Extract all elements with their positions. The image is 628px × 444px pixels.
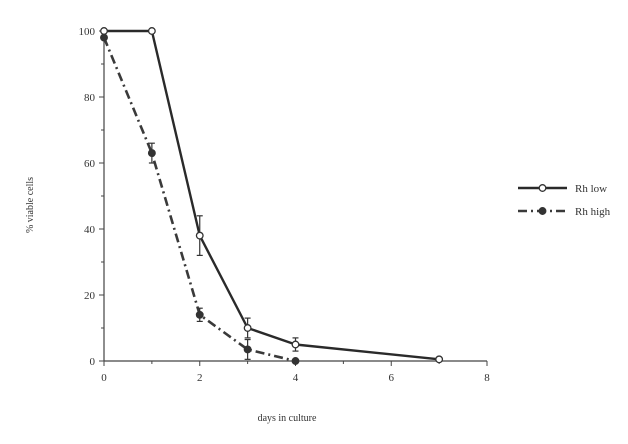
x-tick-label: 2 — [197, 372, 203, 384]
data-point — [100, 33, 108, 42]
x-tick-label: 0 — [101, 372, 107, 384]
data-point — [147, 149, 156, 158]
y-tick-label: 20 — [84, 290, 96, 302]
legend-label: Rh high — [575, 206, 611, 218]
y-tick-label: 80 — [84, 92, 96, 104]
axes — [103, 31, 487, 362]
legend-marker — [538, 184, 547, 192]
series-layer — [100, 27, 444, 365]
x-tick-label: 6 — [389, 372, 395, 384]
data-point — [243, 324, 252, 332]
legend-label: Rh low — [575, 183, 607, 195]
data-point — [100, 27, 108, 35]
data-point — [147, 27, 156, 35]
y-tick-label: 60 — [84, 158, 96, 170]
y-tick-label: 0 — [90, 356, 96, 368]
data-point — [195, 231, 204, 240]
y-tick-label: 100 — [79, 26, 96, 38]
x-tick-label: 4 — [293, 372, 299, 384]
data-point — [243, 345, 252, 354]
legend-marker — [538, 207, 547, 215]
x-tick-label: 8 — [484, 372, 490, 384]
data-point — [195, 310, 204, 319]
series-line — [104, 29, 440, 361]
data-point — [291, 340, 300, 349]
data-point — [435, 355, 444, 364]
data-point — [291, 357, 300, 365]
y-tick-label: 40 — [84, 224, 96, 236]
legend: Rh low Rh high — [518, 183, 611, 218]
y-axis-title: % viable cells — [25, 177, 36, 233]
x-axis-title: days in culture — [258, 413, 317, 424]
